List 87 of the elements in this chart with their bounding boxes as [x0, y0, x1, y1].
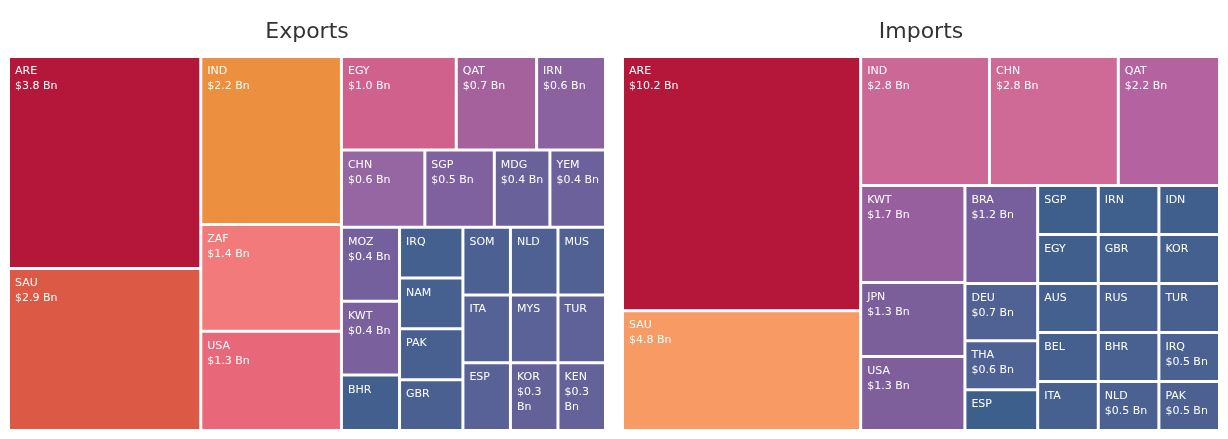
category-label: EGY [1044, 242, 1067, 256]
category-label: NAM [406, 285, 432, 299]
category-label: BEL [1044, 340, 1066, 354]
category-label: AUS [1044, 291, 1067, 305]
data-label: $0.4 Bn [500, 172, 544, 186]
data-label: $1.3 Bn [867, 378, 910, 392]
category-label: IRQ [406, 234, 426, 248]
data-label: $0.6 Bn [543, 79, 586, 92]
category-label: ITA [469, 302, 487, 316]
category-label: BHR [1104, 340, 1129, 354]
data-label: $2.2 Bn [207, 79, 250, 92]
category-label: THA [970, 348, 995, 362]
category-label: QAT [462, 64, 486, 77]
category-label: IND [207, 64, 228, 77]
category-label: ARE [629, 64, 652, 77]
data-label: $2.8 Bn [867, 79, 910, 92]
data-label: $1.3 Bn [867, 304, 910, 318]
category-label: QAT [1124, 64, 1148, 77]
category-label: SGP [1044, 193, 1067, 207]
data-label: $0.5 Bn [431, 172, 474, 186]
data-label: $2.9 Bn [15, 291, 58, 305]
data-label: $1.7 Bn [867, 208, 910, 222]
category-label: KWT [347, 308, 373, 322]
data-label: $0.5 Bn [1165, 404, 1208, 418]
category-label: KEN [564, 370, 587, 384]
category-label: GBR [406, 387, 431, 401]
data-label: $0.5 Bn [1104, 404, 1148, 418]
category-label: IRQ [1165, 340, 1186, 354]
data-label: $4.8 Bn [629, 333, 672, 347]
category-label: IDN [1165, 193, 1186, 207]
category-label: IRN [543, 64, 563, 77]
category-label: ZAF [207, 231, 229, 245]
category-label: IND [867, 64, 888, 77]
data-label: $10.2 Bn [629, 79, 679, 92]
category-label: IRN [1104, 193, 1124, 207]
data-label: $0.7 Bn [462, 79, 506, 92]
data-label: $0.4 Bn [347, 323, 391, 337]
category-label: JPN [866, 289, 886, 303]
data-label: $2.2 Bn [1124, 79, 1168, 92]
category-label: GBR [1104, 242, 1129, 256]
category-label: SAU [15, 276, 38, 290]
data-label: $2.8 Bn [995, 79, 1039, 92]
data-label: $0.4 Bn [347, 249, 391, 263]
category-label: MOZ [347, 234, 375, 248]
category-label: SAU [629, 318, 652, 332]
category-label: MDG [500, 157, 528, 171]
category-label: TUR [563, 302, 588, 316]
data-label: $1.3 Bn [207, 353, 250, 367]
category-label: KOR [516, 370, 541, 384]
category-label: SGP [431, 157, 454, 171]
category-label: ESP [469, 370, 491, 384]
data-label: $1.4 Bn [207, 246, 250, 260]
category-label: NLD [1104, 389, 1128, 403]
category-label: DEU [971, 291, 995, 305]
data-label: $0.3 Bn [564, 385, 593, 414]
category-label: KWT [867, 193, 892, 207]
category-label: NLD [516, 234, 540, 248]
category-label: CHN [995, 64, 1021, 77]
data-label: $3.8 Bn [15, 79, 58, 92]
text: Imports [878, 17, 964, 43]
category-label: MYS [516, 302, 541, 316]
data-label: $0.5 Bn [1165, 355, 1208, 369]
category-label: BHR [347, 382, 372, 396]
category-label: ITA [1044, 389, 1062, 403]
category-label: ESP [971, 397, 993, 411]
category-label: PAK [406, 336, 428, 350]
category-label: PAK [1165, 389, 1187, 403]
category-label: TUR [1164, 291, 1189, 305]
data-label: $0.4 Bn [556, 172, 599, 186]
data-label: $0.7 Bn [971, 306, 1014, 320]
category-label: BRA [971, 193, 995, 207]
category-label: MUS [564, 234, 590, 248]
data-label: $1.0 Bn [347, 79, 391, 92]
data-label: $0.6 Bn [971, 363, 1014, 377]
category-label: USA [867, 363, 891, 377]
data-label: $1.2 Bn [971, 208, 1014, 222]
data-label: $0.3 Bn [516, 385, 545, 414]
category-label: ARE [15, 64, 38, 77]
category-label: EGY [347, 64, 370, 77]
category-label: KOR [1165, 242, 1189, 256]
category-label: SOM [469, 234, 495, 248]
data-label: $0.6 Bn [347, 172, 391, 186]
category-label: RUS [1104, 291, 1128, 305]
text: Exports [265, 17, 349, 43]
category-label: USA [207, 338, 231, 352]
category-label: YEM [555, 157, 580, 171]
category-label: CHN [347, 157, 373, 171]
